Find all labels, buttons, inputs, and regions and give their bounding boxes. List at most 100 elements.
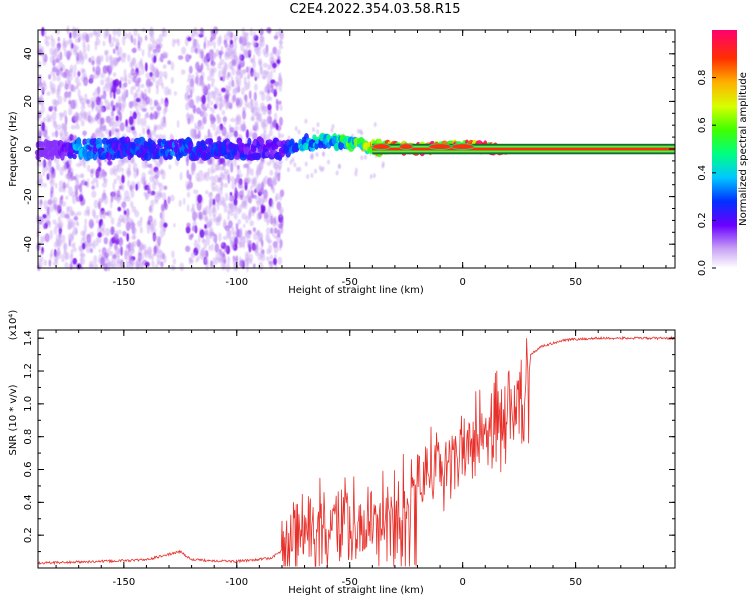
noise-dot	[55, 162, 61, 171]
noise-dot	[100, 95, 104, 100]
noise-dot	[119, 122, 125, 132]
noise-dot	[42, 235, 46, 243]
noise-dot	[224, 51, 229, 57]
noise-dot	[168, 164, 172, 170]
noise-dot	[112, 181, 116, 191]
noise-dot	[270, 82, 274, 89]
noise-dot	[279, 189, 285, 198]
noise-dot	[364, 154, 367, 160]
noise-dot	[69, 254, 73, 263]
noise-dot	[46, 91, 51, 96]
noise-dot	[94, 45, 98, 51]
noise-dot	[162, 134, 167, 141]
noise-dot	[201, 94, 206, 105]
noise-dot	[248, 90, 252, 100]
noise-dot	[109, 41, 115, 48]
noise-dot	[279, 104, 283, 111]
noise-dot	[245, 215, 249, 224]
noise-dot	[205, 237, 210, 246]
noise-dot	[247, 211, 252, 221]
noise-dot	[252, 68, 257, 77]
noise-dot	[192, 40, 196, 49]
noise-dot	[222, 70, 227, 79]
noise-dot	[186, 204, 190, 212]
x-tick-label: 0	[459, 277, 465, 288]
noise-dot	[72, 247, 77, 253]
noise-dot	[237, 218, 242, 225]
noise-dot	[125, 92, 128, 99]
noise-dot	[268, 129, 273, 137]
noise-dot	[171, 250, 175, 258]
noise-dot	[83, 132, 86, 137]
noise-dot	[163, 101, 168, 111]
noise-dot	[256, 229, 261, 237]
noise-dot	[373, 122, 377, 128]
noise-dot	[277, 256, 283, 265]
noise-dot	[64, 131, 69, 137]
noise-dot	[208, 198, 213, 207]
noise-dot	[212, 198, 216, 206]
noise-dot	[70, 171, 74, 182]
spectrogram-y-label: Frequency (Hz)	[8, 111, 19, 187]
noise-dot	[49, 196, 53, 205]
noise-dot	[136, 239, 141, 247]
noise-dot	[62, 71, 67, 78]
noise-dot	[137, 60, 144, 70]
noise-dot	[261, 105, 267, 116]
noise-dot	[210, 165, 214, 175]
noise-dot	[69, 64, 74, 73]
noise-dot	[140, 83, 145, 89]
noise-dot	[190, 74, 195, 80]
noise-dot	[64, 80, 68, 89]
noise-dot	[269, 254, 273, 261]
noise-dot	[187, 117, 191, 125]
signal-mark	[247, 137, 252, 146]
noise-dot	[234, 183, 237, 194]
noise-dot	[48, 222, 52, 229]
noise-dot	[80, 109, 85, 117]
noise-dot	[132, 57, 136, 66]
noise-dot	[231, 181, 235, 190]
noise-dot	[176, 120, 180, 128]
x-tick-label: -100	[225, 577, 248, 588]
noise-dot	[310, 155, 314, 160]
noise-dot	[87, 110, 91, 120]
noise-dot	[238, 173, 243, 178]
noise-dot	[209, 228, 212, 234]
noise-dot	[107, 160, 113, 166]
noise-dot	[272, 180, 278, 186]
noise-dot	[116, 261, 122, 268]
noise-dot	[221, 110, 226, 116]
noise-dot	[46, 113, 51, 123]
noise-dot	[211, 187, 217, 192]
signal-mark	[371, 143, 391, 151]
noise-dot	[160, 203, 165, 212]
noise-dot	[77, 82, 82, 87]
noise-dot	[80, 253, 86, 258]
noise-dot	[41, 121, 46, 132]
noise-dot	[240, 43, 245, 52]
spectrogram-ticks: -150 -100 -50 0 50 -40 -20 0 20 40	[23, 29, 675, 288]
noise-dot	[54, 182, 58, 189]
noise-dot	[322, 151, 326, 157]
noise-dot	[272, 257, 277, 266]
x-tick-label: -50	[342, 277, 358, 288]
noise-dot	[265, 213, 269, 219]
noise-dot	[44, 36, 48, 45]
noise-dot	[129, 218, 134, 229]
noise-dot	[91, 190, 97, 198]
x-tick-label: -150	[112, 277, 135, 288]
noise-dot	[126, 232, 130, 242]
noise-dot	[279, 116, 283, 127]
noise-dot	[69, 32, 72, 39]
noise-dot	[275, 52, 280, 58]
y-tick-label: -20	[23, 188, 34, 204]
noise-dot	[204, 56, 208, 67]
noise-dot	[249, 185, 253, 191]
noise-dot	[214, 243, 220, 253]
noise-dot	[100, 117, 105, 125]
noise-dot	[244, 94, 248, 102]
noise-dot	[55, 65, 59, 71]
noise-dot	[199, 159, 205, 164]
